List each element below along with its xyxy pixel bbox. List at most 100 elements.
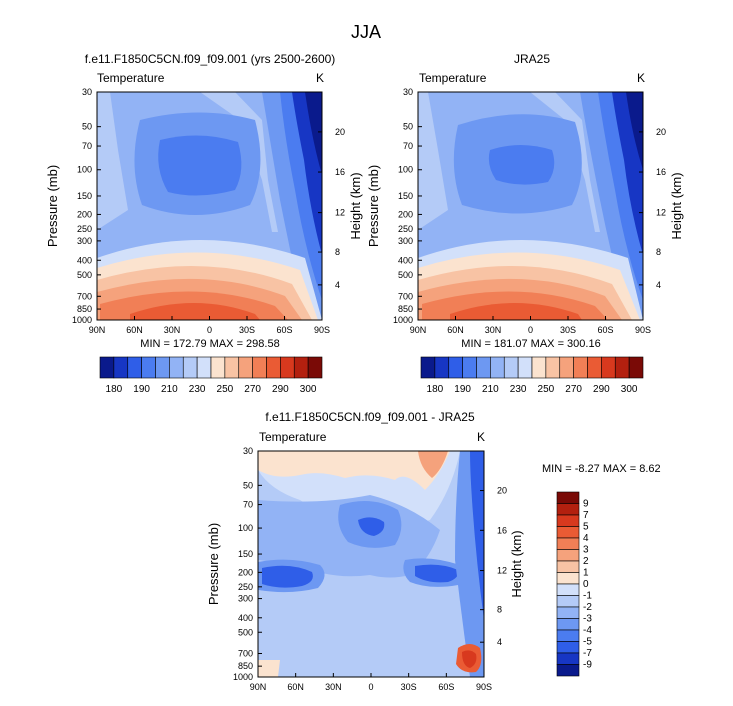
panel-obs-ylabel: Pressure (mb)	[366, 165, 381, 247]
colorbar-swatch	[155, 356, 170, 379]
panel-model-height-ticks: 4 8 12 16 20	[335, 127, 345, 290]
panel-obs-colorbar-labels: 180 190 210 230 250 270 290 300	[427, 384, 638, 395]
height-tick: 20	[656, 127, 666, 137]
height-tick: 4	[656, 280, 661, 290]
pressure-tick: 400	[398, 255, 413, 265]
pressure-tick: 200	[238, 567, 253, 577]
colorbar-swatch	[556, 549, 580, 562]
panel-obs-colorbar	[420, 356, 644, 379]
colorbar-swatch	[293, 356, 309, 379]
colorbar-swatch	[556, 503, 580, 516]
colorbar-swatch	[224, 356, 240, 379]
colorbar-label: 190	[133, 384, 150, 395]
x-tick: 30N	[485, 325, 502, 335]
colorbar-swatch	[503, 356, 519, 379]
panel-obs-x-ticks: 90N 60N 30N 0 30S 60S 90S	[410, 325, 651, 335]
pressure-tick: 700	[238, 648, 253, 658]
colorbar-swatch	[573, 356, 588, 379]
contour-fill-left	[418, 92, 448, 230]
x-tick: 60N	[287, 682, 304, 692]
colorbar-swatch	[556, 641, 580, 654]
colorbar-swatch	[434, 356, 450, 379]
pressure-tick: 700	[398, 291, 413, 301]
pressure-tick: 500	[398, 270, 413, 280]
pressure-tick: 150	[398, 191, 413, 201]
x-tick: 90N	[250, 682, 267, 692]
panel-diff-minmax: MIN = -8.27 MAX = 8.62	[542, 463, 661, 475]
colorbar-swatch	[556, 652, 580, 665]
pressure-tick: 200	[77, 209, 92, 219]
panel-diff-height-ticks: 4 8 12 16 20	[497, 486, 507, 648]
colorbar-label: 300	[621, 384, 638, 395]
panel-model-left-label: Temperature	[97, 71, 165, 85]
pressure-tick: 30	[82, 87, 92, 97]
pressure-tick: 30	[403, 87, 413, 97]
pressure-tick: 1000	[393, 315, 413, 325]
height-tick: 16	[497, 525, 507, 535]
colorbar-swatch	[462, 356, 477, 379]
pressure-tick: 850	[398, 304, 413, 314]
colorbar-label: 300	[300, 384, 317, 395]
height-tick: 20	[335, 127, 345, 137]
height-tick: 20	[497, 486, 507, 496]
panel-obs-height-ticks: 4 8 12 16 20	[656, 127, 666, 290]
panel-obs-title: JRA25	[514, 52, 550, 66]
x-tick: 90N	[410, 325, 427, 335]
colorbar-label: 230	[189, 384, 206, 395]
colorbar-swatch	[476, 356, 491, 379]
panel-model-units: K	[316, 71, 324, 85]
x-tick: 0	[528, 325, 533, 335]
panel-model-pressure-ticks: 30 50 70 100 150 200 250 300 400 500 700…	[72, 87, 92, 325]
contour-fill-lower6	[450, 303, 582, 320]
x-tick: 30N	[164, 325, 181, 335]
colorbar-swatch	[556, 514, 580, 527]
contour-fill-left	[97, 92, 128, 230]
panel-model-ylabel: Pressure (mb)	[45, 165, 60, 247]
panel-diff-x-ticks: 90N 60N 30N 0 30S 60S 90S	[250, 682, 492, 692]
colorbar-label: 2	[583, 556, 589, 567]
colorbar-swatch	[182, 356, 198, 379]
colorbar-swatch	[490, 356, 505, 379]
contour-fill-pole4	[626, 92, 643, 170]
colorbar-swatch	[556, 560, 580, 573]
colorbar-swatch	[556, 537, 580, 550]
panel-diff-y2label: Height (km)	[509, 530, 524, 597]
contour-fill-right-core	[415, 564, 459, 583]
height-tick: 12	[335, 208, 345, 218]
colorbar-label: -9	[583, 660, 592, 671]
contour-fill-core	[158, 135, 242, 196]
panel-model: f.e11.F1850C5CN.f09_f09.001 (yrs 2500-26…	[45, 52, 363, 395]
colorbar-label: 270	[565, 384, 582, 395]
contour-fill-upper-warm2	[418, 451, 448, 478]
panel-diff-ylabel: Pressure (mb)	[206, 523, 221, 605]
height-tick: 12	[497, 566, 507, 576]
colorbar-swatch	[556, 664, 580, 677]
colorbar-swatch	[99, 356, 115, 379]
colorbar-swatch	[169, 356, 184, 379]
panel-diff-colorbar-labels: 9 7 5 4 3 2 1 0 -1 -2 -3 -4 -5 -7 -9	[583, 499, 592, 671]
panel-diff-pressure-ticks: 30 50 70 100 150 200 250 300 400 500 700…	[233, 446, 253, 682]
pressure-tick: 50	[82, 122, 92, 132]
contour-fill-upper-warm	[258, 451, 450, 490]
panel-model-minmax: MIN = 172.79 MAX = 298.58	[140, 338, 279, 350]
x-tick: 60S	[438, 682, 454, 692]
colorbar-label: 290	[272, 384, 289, 395]
colorbar-swatch	[587, 356, 602, 379]
colorbar-swatch	[556, 583, 580, 596]
x-tick: 60S	[276, 325, 292, 335]
pressure-tick: 50	[403, 122, 413, 132]
contour-fill-mid-core2	[358, 517, 385, 536]
pressure-tick: 100	[238, 523, 253, 533]
x-tick: 0	[207, 325, 212, 335]
pressure-tick: 850	[238, 661, 253, 671]
colorbar-label: -4	[583, 625, 592, 636]
pressure-tick: 700	[77, 291, 92, 301]
colorbar-swatch	[141, 356, 156, 379]
height-tick: 16	[335, 167, 345, 177]
colorbar-label: 210	[161, 384, 178, 395]
height-tick: 8	[497, 605, 502, 615]
panel-obs: JRA25 Temperature K 90N 60N 30N 0	[366, 52, 684, 395]
colorbar-swatch	[614, 356, 630, 379]
pressure-tick: 30	[243, 446, 253, 456]
colorbar-swatch	[238, 356, 253, 379]
